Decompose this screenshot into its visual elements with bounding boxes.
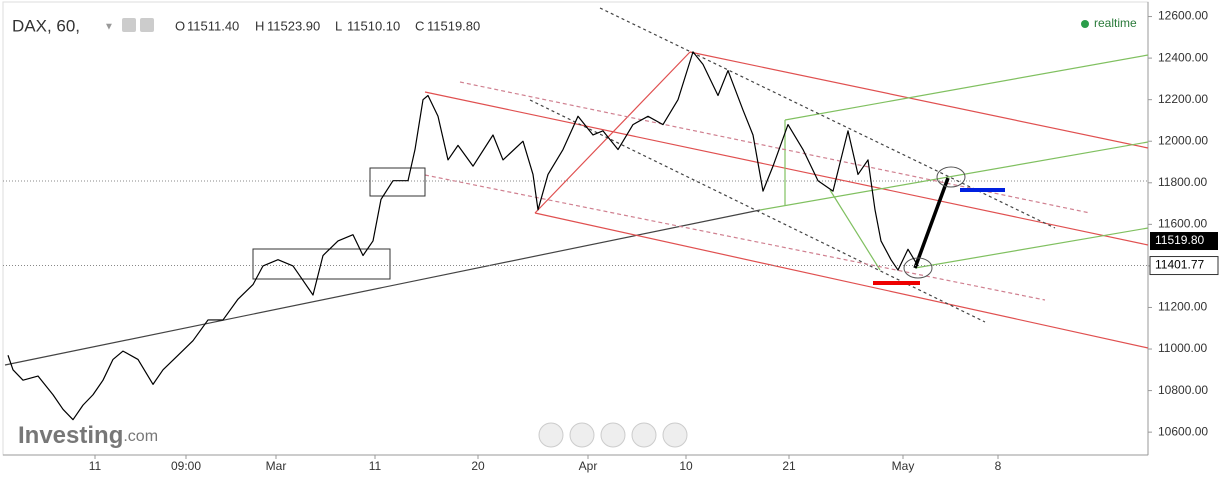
ohlc-value: 11523.90 [267,18,320,33]
trend-line [4,209,761,366]
nav-right[interactable] [662,422,688,448]
trend-line [534,212,1149,349]
chart-title: DAX, 60, [12,16,80,35]
x-tick-label: Apr [579,459,598,473]
nav-left[interactable] [538,422,564,448]
trend-line [534,51,691,214]
y-tick-label: 12600.00 [1158,9,1208,23]
ohlc-key: O [175,18,185,33]
trend-line [829,189,881,271]
logo-suffix: .com [123,428,158,445]
zoom-in[interactable] [631,422,657,448]
status: realtime [1094,16,1137,30]
dropdown[interactable]: ▼ [104,22,114,33]
x-tick-label: 8 [995,459,1002,473]
nav-buttons [538,422,688,448]
ellipse [936,166,966,188]
price-line [7,51,919,421]
trend-line [914,227,1149,269]
x-tick-label: 09:00 [171,459,201,473]
level-box [1149,256,1219,276]
trend-line [759,141,1149,211]
box [252,248,391,280]
logo-main: Investing [18,422,123,449]
y-tick-label: 11200.00 [1158,300,1207,314]
x-tick-label: 10 [679,459,693,473]
drawings [4,7,1149,366]
y-tick-label: 12000.00 [1158,133,1208,147]
level-label: 11401.77 [1155,258,1204,272]
ohlc-key: L [335,18,342,33]
ohlc-key: H [255,18,264,33]
y-tick-label: 12400.00 [1158,50,1208,64]
reset[interactable] [600,422,626,448]
x-tick-label: 11 [89,459,102,473]
x-tick-label: 21 [782,459,796,473]
y-tick-label: 11600.00 [1158,217,1207,231]
x-tick-label: 11 [369,459,382,473]
last-price-box [1150,232,1218,251]
ohlc: O 11511.40 H 11523.90 L 11510.10 C 11519.80 [175,18,480,33]
x-tick-label: 20 [471,459,485,473]
trend-line [424,91,1149,246]
y-tick-label: 10800.00 [1158,383,1208,397]
dashed-line [459,81,1091,214]
status-dot [1081,20,1089,28]
x-tick-label: May [892,459,915,473]
ohlc-value: 11519.80 [427,18,480,33]
y-tick-label: 11000.00 [1158,341,1207,355]
y-tick-label: 11800.00 [1158,175,1207,189]
logo: Investing.com [18,422,158,449]
ellipse [903,257,933,279]
ohlc-key: C [415,18,424,33]
ohlc-value: 11510.10 [347,18,400,33]
y-tick-label: 12200.00 [1158,92,1208,106]
plot-area [2,1,1149,456]
ohlc-value: 11511.40 [187,18,239,33]
zoom-out[interactable] [569,422,595,448]
x-tick-label: Mar [266,459,287,473]
projection [913,177,950,269]
y-tick-label: 10600.00 [1158,424,1208,438]
trend-line [784,54,1149,121]
trend-line [689,51,1149,149]
dashed-line [424,174,1046,301]
last-price-label: 11519.80 [1155,233,1204,247]
icon[interactable] [140,18,154,32]
icon[interactable] [122,18,136,32]
box [369,167,426,197]
